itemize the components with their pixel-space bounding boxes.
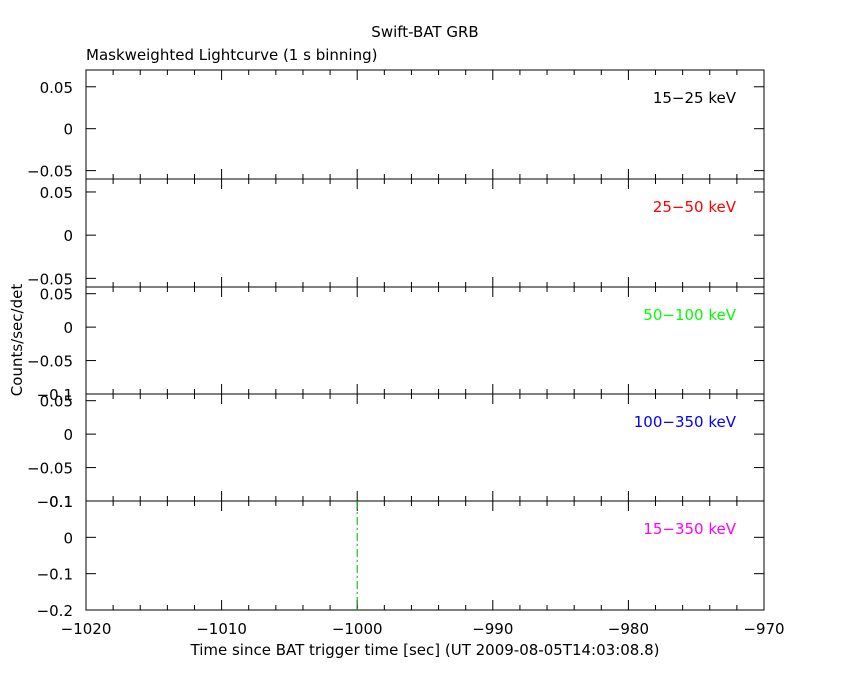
y-tick-label: 0: [63, 227, 73, 245]
y-tick-label: 0: [63, 426, 73, 444]
energy-band-label: 25−50 keV: [653, 198, 737, 216]
panel-frame: [85, 393, 765, 502]
y-tick-label: 0.05: [40, 79, 73, 97]
y-tick-label: −0.1: [37, 493, 73, 511]
y-tick-label: −0.05: [27, 163, 73, 181]
y-tick-label: 0.1: [49, 493, 73, 511]
y-tick-label: −0.1: [37, 386, 73, 404]
x-tick-label: −980: [608, 620, 649, 638]
energy-band-label: 100−350 keV: [634, 413, 737, 431]
y-tick-label: 0: [63, 121, 73, 139]
panel-frame: [85, 500, 765, 611]
y-tick-label: 0.05: [40, 184, 73, 202]
panels-group: −0.05 0 0.05 15−25 keV −0.05 0 0.05 25−50 keV −0…: [27, 69, 785, 638]
x-tick-label: −970: [743, 620, 784, 638]
y-axis-label: Counts/sec/det: [8, 284, 26, 397]
energy-band-label: 50−100 keV: [643, 306, 736, 324]
y-tick-label: 0.05: [40, 286, 73, 304]
y-tick-label: −0.05: [27, 353, 73, 371]
panel-frame: [85, 69, 765, 180]
y-tick-label: −0.2: [37, 602, 73, 620]
panel-frame: [85, 286, 765, 395]
x-tick-label: −1020: [61, 620, 112, 638]
x-tick-label: −1000: [332, 620, 383, 638]
x-axis-label: Time since BAT trigger time [sec] (UT 20…: [190, 641, 660, 659]
y-tick-label: −0.05: [27, 270, 73, 288]
chart-subtitle: Maskweighted Lightcurve (1 s binning): [86, 46, 377, 64]
x-tick-label: −1010: [196, 620, 247, 638]
y-tick-label: 0: [63, 529, 73, 547]
y-tick-label: 0: [63, 319, 73, 337]
energy-band-label: 15−25 keV: [653, 89, 737, 107]
energy-band-label: 15−350 keV: [643, 520, 736, 538]
y-tick-label: −0.1: [37, 566, 73, 584]
y-tick-label: −0.05: [27, 460, 73, 478]
chart-title: Swift-BAT GRB: [371, 23, 478, 41]
panel-frame: [85, 178, 765, 288]
y-tick-label: 0.05: [40, 393, 73, 411]
x-tick-label: −990: [472, 620, 513, 638]
